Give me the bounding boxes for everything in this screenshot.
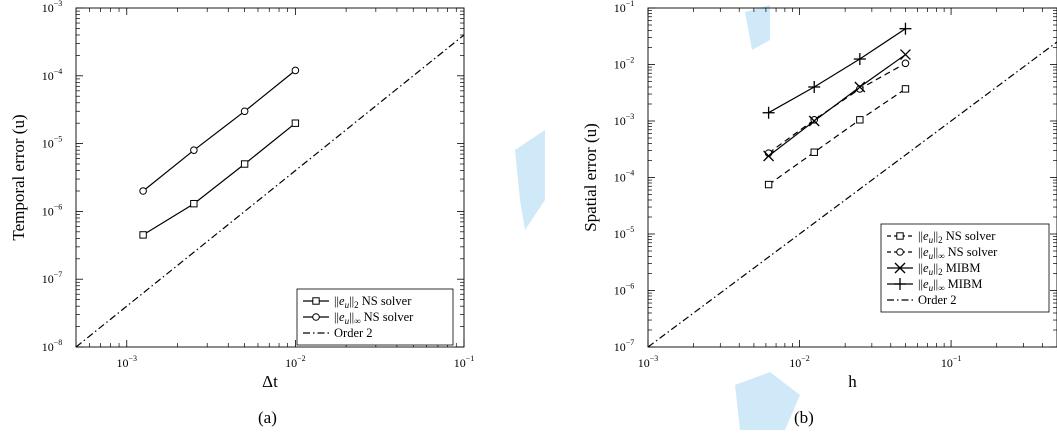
x-tick-label: 10−2 [789, 354, 810, 370]
legend: ||eu||2 NS solver||eu||∞ NS solverOrder … [296, 288, 454, 346]
marker-square [901, 85, 910, 93]
subcaption-a: (a) [258, 408, 277, 427]
subcaption-b: (b) [794, 408, 814, 427]
series-line-4 [648, 41, 1057, 347]
marker-square [764, 180, 773, 189]
y-axis-label: Temporal error (u) [9, 114, 28, 240]
minor-ticks [76, 8, 464, 347]
plot-area [76, 34, 464, 347]
marker-square [312, 297, 320, 305]
x-tick-label: 10−1 [941, 354, 962, 370]
series-line-0 [142, 122, 296, 236]
y-tick-label: 10−8 [42, 338, 63, 354]
marker-circle [810, 116, 819, 124]
marker-square [810, 148, 818, 156]
watermark-shape [745, 5, 770, 50]
y-tick-label: 10−5 [614, 225, 635, 241]
legend-entry: ||eu||2 NS solver [918, 229, 996, 245]
marker-x [763, 150, 775, 162]
marker-square [856, 116, 864, 124]
y-tick-label: 10−4 [614, 169, 635, 185]
marker-square [190, 199, 198, 208]
y-tick-label: 10−4 [42, 67, 63, 83]
legend-entry: ||eu||∞ NS solver [918, 245, 998, 261]
y-tick-label: 10−3 [42, 0, 63, 15]
x-tick-label: 10−2 [285, 354, 306, 370]
marker-square [291, 119, 300, 127]
axes-frame [647, 7, 1057, 348]
marker-circle [856, 85, 864, 93]
marker-square [896, 232, 904, 240]
chart-a: 10−3 10−2 10−1 10−8 10−7 10−6 10−5 10−4 10−3 Δt Te… [9, 0, 474, 391]
watermark-shape [515, 130, 545, 230]
series-line-2 [768, 54, 906, 157]
legend: ||eu||2 NS solver||eu||∞ NS solver||eu||… [880, 223, 1050, 313]
y-tick-label: 10−5 [42, 135, 63, 151]
marker-x [808, 115, 820, 127]
x-tick-label: 10−3 [117, 354, 138, 370]
y-tick-label: 10−7 [614, 338, 635, 354]
minor-ticks [648, 8, 1057, 347]
y-tick-label: 10−6 [42, 202, 63, 218]
marker-circle [190, 146, 198, 154]
legend-entry: ||eu||∞ MIBM [918, 277, 982, 293]
legend-entry: Order 2 [918, 293, 957, 307]
y-tick-label: 10−7 [42, 270, 63, 286]
marker-circle [291, 66, 300, 75]
legend-entry: ||eu||2 NS solver [334, 294, 412, 310]
y-tick-label: 10−1 [614, 0, 635, 15]
plot-area [648, 28, 1057, 347]
marker-square [139, 231, 147, 239]
y-tick-label: 10−3 [614, 112, 635, 128]
series-line-2 [76, 34, 464, 347]
marker-circle [139, 187, 147, 195]
marker-circle [312, 313, 320, 321]
x-axis-label: h [848, 372, 857, 391]
series-line-1 [142, 69, 296, 192]
marker-circle [901, 59, 910, 68]
x-tick-label: 10−1 [454, 354, 475, 370]
watermark-shape [735, 372, 800, 430]
y-tick-label: 10−6 [614, 282, 635, 298]
legend-entry: Order 2 [334, 326, 373, 340]
marker-x [900, 49, 911, 61]
marker-x [894, 262, 906, 274]
marker-square [240, 160, 249, 168]
series-line-0 [768, 88, 906, 186]
series-line-3 [768, 28, 906, 114]
x-axis-label: Δt [262, 372, 278, 391]
chart-b: 10−3 10−2 10−1 10−7 10−6 10−5 10−4 10−3 10−2 10−1… [581, 0, 1057, 391]
legend-entry: ||eu||2 MIBM [918, 261, 980, 277]
y-axis-label: Spatial error (u) [581, 123, 600, 232]
marker-x [854, 81, 866, 93]
marker-circle [896, 248, 904, 256]
legend-entry: ||eu||∞ NS solver [334, 310, 414, 326]
axes-frame [75, 7, 465, 348]
marker-circle [240, 107, 249, 116]
y-tick-label: 10−2 [614, 56, 635, 72]
x-tick-label: 10−3 [638, 354, 659, 370]
